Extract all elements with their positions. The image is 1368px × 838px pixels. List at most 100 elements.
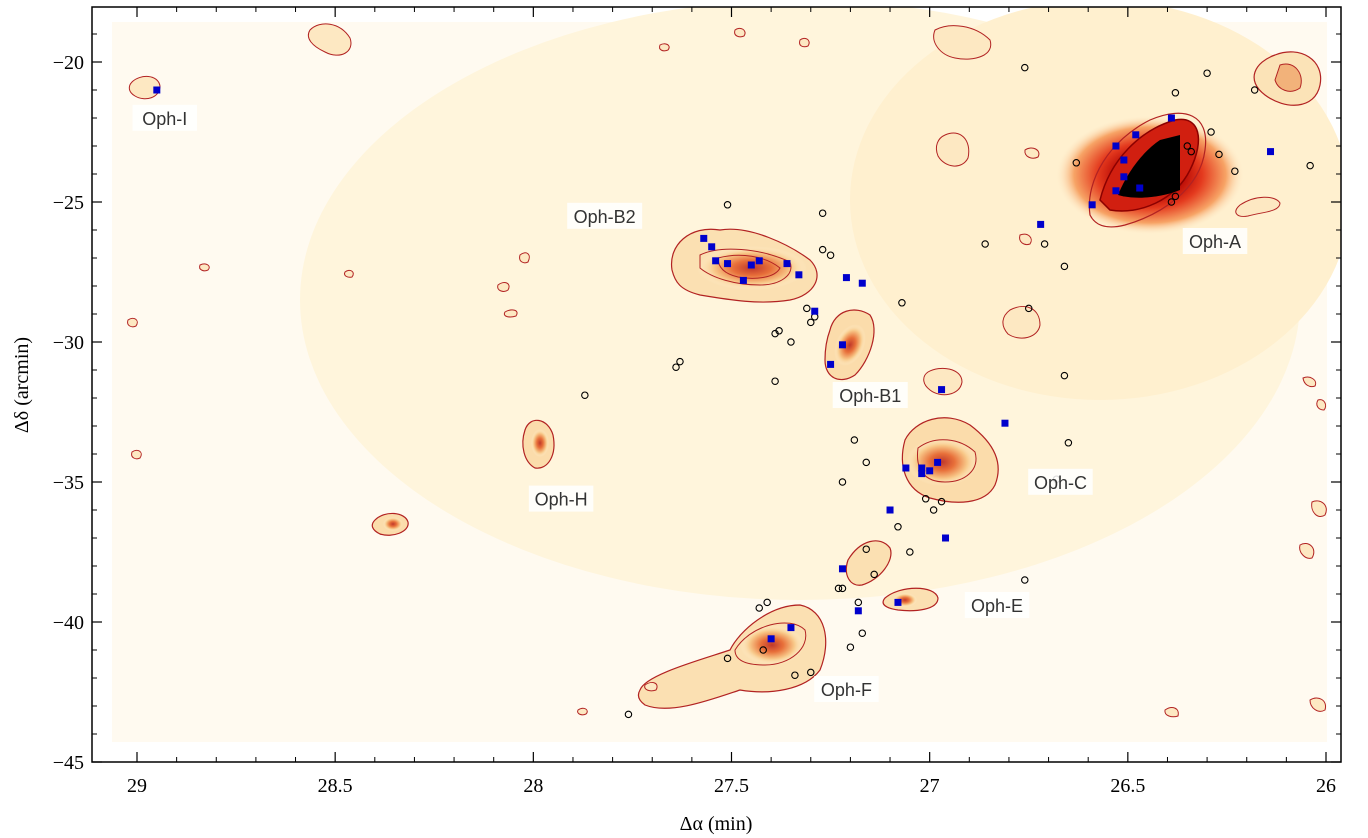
core-point (1112, 187, 1120, 195)
core-point (153, 86, 161, 94)
yso-point (921, 495, 930, 503)
yso-point (1231, 167, 1239, 175)
yso-point (1171, 89, 1180, 97)
yso-point (929, 506, 938, 514)
core-point (783, 260, 791, 268)
core-point (739, 276, 747, 284)
core-point (827, 360, 835, 368)
yso-point (1215, 150, 1223, 159)
yso-point (1060, 262, 1069, 271)
core-point (842, 274, 850, 282)
core-point (712, 257, 720, 265)
oph-f-emission (637, 604, 827, 709)
core-point (1088, 201, 1096, 209)
yso-point (818, 209, 827, 217)
core-point (934, 458, 942, 466)
yso-point (723, 201, 732, 209)
yso-point (1207, 128, 1215, 136)
x-tick-label: 27.5 (714, 775, 749, 797)
x-axis: 29 28.5 28 27.5 27 26.5 26 (127, 7, 1336, 797)
core-point (1001, 419, 1009, 427)
x-tick-label: 29 (127, 775, 147, 797)
core-point (787, 624, 795, 632)
yso-point (818, 245, 827, 254)
yso-point (858, 629, 867, 637)
plot-frame (91, 6, 1342, 763)
core-point (1112, 142, 1120, 150)
region-label-bg (567, 202, 643, 229)
region-label-bg (1182, 228, 1248, 254)
x-tick-label: 28 (523, 775, 543, 797)
region-label-bg (964, 592, 1030, 618)
region-label: Oph-A (1189, 232, 1241, 252)
core-point (1267, 148, 1275, 156)
core-point (838, 341, 846, 349)
core-point (708, 243, 716, 251)
emission-map (112, 7, 1341, 742)
region-label-bg (132, 104, 197, 131)
core-point (938, 386, 946, 394)
yso-point (672, 363, 680, 371)
yso-point (1151, 184, 1160, 192)
oph-h-emission (371, 419, 555, 536)
yso-point (846, 643, 855, 651)
yso-point (1021, 63, 1029, 72)
yso-point (854, 598, 863, 607)
yso-point (1250, 86, 1259, 94)
yso-point (906, 548, 914, 556)
yso-point (771, 329, 779, 338)
region-label: Oph-E (971, 596, 1023, 616)
yso-point (763, 598, 771, 607)
core-markers (153, 86, 1275, 643)
region-labels: Oph-I Oph-B2 Oph-A Oph-B1 Oph-H Oph-C Oph-E Oph… (132, 104, 1248, 702)
yso-point (755, 604, 763, 612)
region-label: Oph-H (535, 490, 588, 510)
yso-point (826, 251, 835, 259)
region-label-bg (814, 676, 879, 702)
core-point (894, 598, 902, 606)
core-point (1120, 173, 1128, 181)
core-point (858, 279, 866, 287)
y-tick-label: −30 (53, 332, 84, 354)
yso-point (581, 391, 589, 399)
yso-markers (581, 63, 1314, 719)
core-point (724, 260, 732, 268)
region-label: Oph-F (821, 680, 872, 700)
y-axis-title: Δδ (arcmin) (11, 337, 33, 433)
yso-point (981, 240, 989, 248)
yso-point (1040, 240, 1049, 248)
y-tick-label: −45 (53, 752, 84, 774)
yso-point (870, 570, 878, 579)
yso-point (1203, 69, 1211, 77)
y-axis: −20 −25 −30 −35 −40 −45 (53, 33, 1341, 774)
yso-point (787, 338, 795, 346)
yso-point (676, 357, 684, 366)
oph-a-emission (935, 51, 1322, 339)
yso-point (838, 478, 847, 486)
region-label: Oph-B1 (839, 386, 901, 406)
yso-point (1306, 161, 1314, 170)
core-point (854, 607, 862, 615)
x-axis-title: Δα (min) (680, 813, 753, 835)
core-point (767, 635, 775, 643)
yso-point (1155, 173, 1164, 181)
core-point (902, 464, 910, 472)
yso-point (1060, 371, 1069, 380)
yso-point (862, 458, 871, 467)
region-label-bg (832, 382, 908, 408)
y-tick-label: −35 (53, 472, 84, 494)
yso-point (850, 436, 859, 444)
core-point (1037, 220, 1045, 228)
region-label-bg (528, 485, 594, 512)
yso-point (834, 584, 843, 593)
core-point (1136, 184, 1144, 192)
core-point (1120, 156, 1128, 164)
yso-point (807, 318, 815, 327)
yso-point (807, 668, 815, 677)
yso-point (759, 646, 767, 654)
region-label: Oph-B2 (574, 207, 636, 227)
core-point (755, 257, 763, 265)
yso-point (1171, 192, 1180, 201)
core-point (886, 506, 894, 514)
